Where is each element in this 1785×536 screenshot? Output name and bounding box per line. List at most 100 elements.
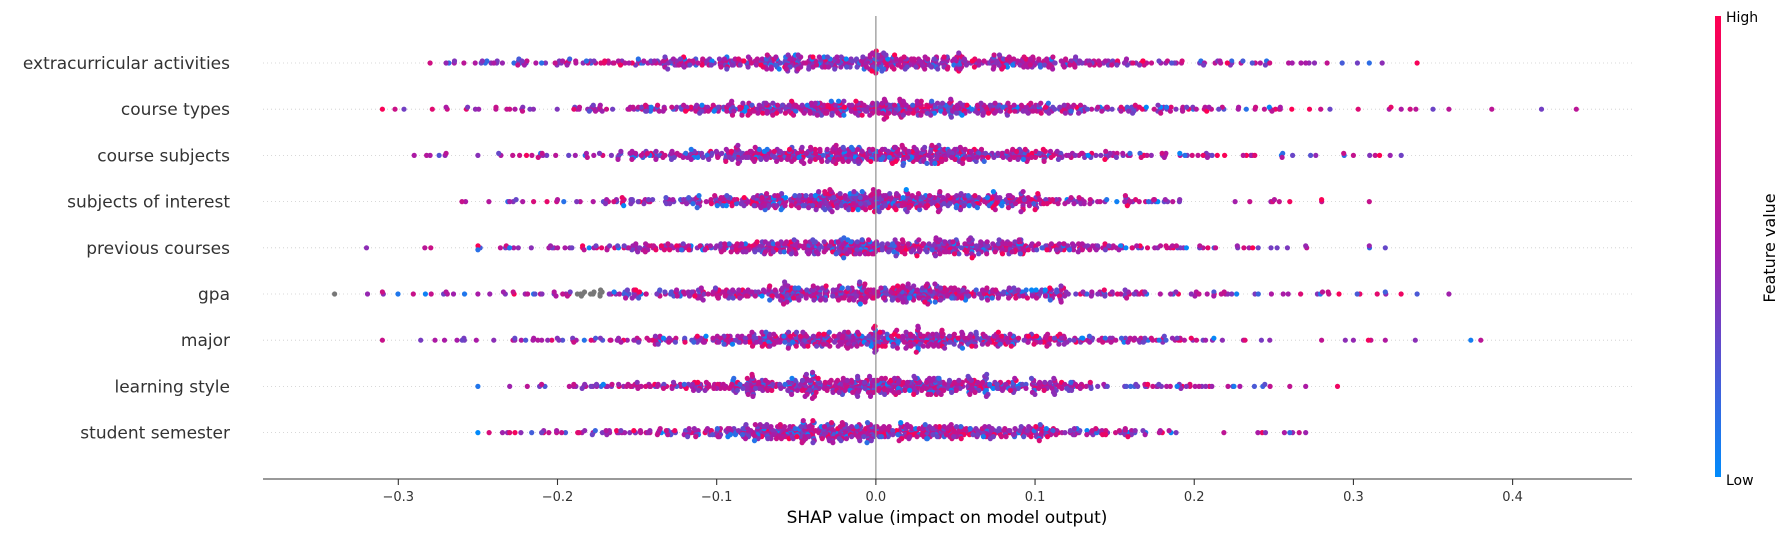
shap-point xyxy=(759,56,765,62)
shap-point xyxy=(904,154,911,160)
shap-point xyxy=(1035,191,1041,197)
shap-point xyxy=(781,301,787,307)
shap-point xyxy=(824,158,831,164)
shap-point xyxy=(787,333,794,339)
shap-point xyxy=(881,295,887,301)
shap-point xyxy=(1096,58,1102,64)
shap-point xyxy=(992,249,998,255)
shap-point xyxy=(810,283,816,289)
shap-point xyxy=(603,106,610,112)
shap-point xyxy=(1012,108,1018,114)
shap-point xyxy=(1382,289,1388,295)
shap-point xyxy=(1013,295,1019,301)
shap-point xyxy=(943,249,949,255)
shap-point xyxy=(754,56,760,62)
shap-point xyxy=(1140,339,1146,345)
shap-point xyxy=(379,337,385,343)
shap-point xyxy=(590,102,596,108)
shap-point xyxy=(900,162,906,168)
shap-point xyxy=(758,156,764,162)
shap-point xyxy=(1250,245,1256,251)
shap-point xyxy=(597,293,603,299)
shap-point xyxy=(1170,199,1176,205)
shap-point xyxy=(1021,197,1027,203)
shap-point xyxy=(1203,337,1209,343)
shap-point xyxy=(1151,197,1157,203)
shap-point xyxy=(841,235,847,241)
shap-point xyxy=(497,245,503,251)
shap-point xyxy=(562,245,568,251)
shap-point xyxy=(1120,150,1126,156)
shap-point xyxy=(879,146,886,152)
shap-point xyxy=(782,203,788,209)
shap-point xyxy=(743,293,750,299)
shap-point xyxy=(618,339,624,345)
shap-point xyxy=(427,152,433,158)
shap-point xyxy=(956,50,962,56)
shap-point xyxy=(1242,337,1248,343)
shap-point xyxy=(743,104,749,110)
shap-point xyxy=(978,100,984,106)
shap-point xyxy=(525,291,531,297)
shap-point xyxy=(937,237,943,243)
shap-point xyxy=(1118,104,1124,110)
shap-point xyxy=(762,239,768,245)
shap-point xyxy=(1068,195,1074,201)
shap-point xyxy=(484,58,490,64)
shap-point xyxy=(615,156,621,162)
shap-point xyxy=(721,341,727,347)
shap-point xyxy=(858,201,864,207)
shap-point xyxy=(991,52,997,58)
shap-point xyxy=(886,110,892,116)
shap-point xyxy=(787,146,793,152)
shap-point xyxy=(493,104,499,110)
shap-point xyxy=(517,152,523,158)
feature-label: learning style xyxy=(114,377,230,397)
shap-point xyxy=(694,333,700,339)
shap-point xyxy=(801,110,807,116)
shap-point xyxy=(667,247,673,253)
shap-point xyxy=(737,295,743,301)
shap-point xyxy=(1266,104,1272,110)
shap-point xyxy=(945,193,951,199)
shap-point xyxy=(1093,152,1099,158)
shap-point xyxy=(1109,62,1115,68)
shap-point xyxy=(708,201,715,207)
shap-point xyxy=(586,245,592,251)
shap-point xyxy=(1341,150,1347,156)
shap-point xyxy=(751,108,757,114)
shap-point xyxy=(736,287,742,293)
shap-point xyxy=(716,56,723,62)
shap-point xyxy=(902,66,908,72)
shap-point xyxy=(1109,106,1115,112)
shap-point xyxy=(995,150,1001,156)
shap-point xyxy=(922,54,928,60)
shap-point xyxy=(581,247,587,253)
shap-point xyxy=(1136,199,1142,205)
shap-point xyxy=(636,295,642,301)
shap-point xyxy=(855,158,861,164)
shap-point xyxy=(770,112,776,118)
shap-point xyxy=(593,243,599,249)
shap-point xyxy=(451,58,458,64)
shap-point xyxy=(924,110,930,116)
shap-point xyxy=(1374,291,1380,297)
shap-point xyxy=(465,104,471,110)
shap-point xyxy=(1213,245,1219,251)
shap-point xyxy=(1243,106,1249,112)
shap-point xyxy=(1398,291,1404,297)
shap-point xyxy=(611,199,617,205)
shap-point xyxy=(696,193,702,199)
shap-point xyxy=(1255,245,1261,251)
shap-point xyxy=(723,203,730,209)
shap-point xyxy=(1232,199,1238,205)
shap-point xyxy=(644,150,650,156)
shap-point xyxy=(1000,56,1007,62)
shap-point xyxy=(1124,295,1130,301)
shap-point xyxy=(893,56,899,62)
shap-point xyxy=(926,241,932,247)
shap-point xyxy=(835,297,842,303)
shap-point xyxy=(1008,56,1014,62)
shap-point xyxy=(845,158,851,164)
shap-point xyxy=(697,110,703,116)
